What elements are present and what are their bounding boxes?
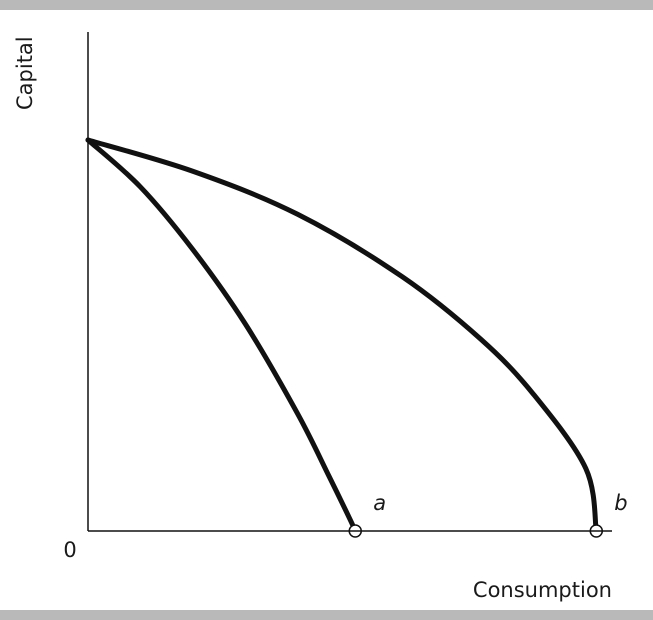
point-label-b: b xyxy=(614,491,627,515)
origin-label: 0 xyxy=(63,538,76,562)
ppf-curve-a xyxy=(85,137,358,534)
point-label-a: a xyxy=(373,491,386,515)
ppf-curve-b xyxy=(85,137,599,534)
top-band xyxy=(0,0,653,10)
bottom-band xyxy=(0,610,653,620)
x-axis-label: Consumption xyxy=(473,578,612,602)
y-axis-label: Capital xyxy=(13,36,37,110)
